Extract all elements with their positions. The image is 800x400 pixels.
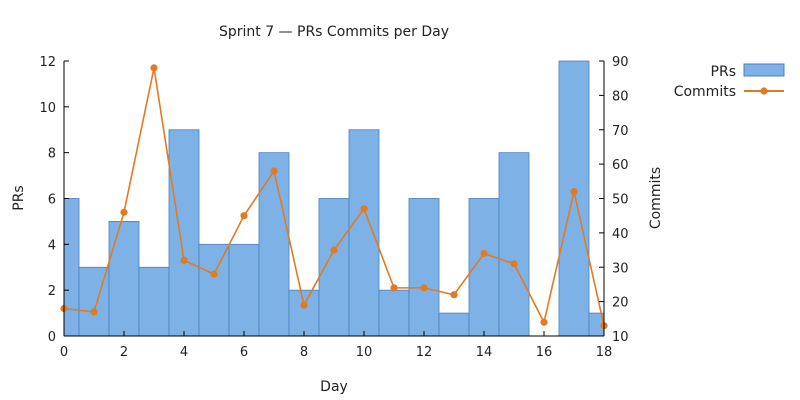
commits-point-day-8 <box>300 301 308 309</box>
y2-axis-ticks: 10 20 30 40 50 60 70 80 90 <box>599 55 629 345</box>
y-tick-label: 12 <box>39 55 56 70</box>
y-tick-label: 0 <box>48 330 56 345</box>
x-tick-label: 0 <box>60 345 68 360</box>
bar-day-8 <box>288 289 320 337</box>
bar-day-5 <box>198 243 230 337</box>
commits-point-day-3 <box>150 64 158 72</box>
legend: PRs Commits <box>674 63 785 100</box>
bar-day-13 <box>438 312 470 337</box>
bar-day-3 <box>138 266 170 337</box>
y2-axis-title: Commits <box>648 167 664 229</box>
y2-tick-label: 60 <box>612 158 629 173</box>
y-axis-title: PRs <box>11 185 27 210</box>
commits-point-day-12 <box>420 284 428 292</box>
bar-day-10 <box>348 129 380 337</box>
x-axis-title: Day <box>320 379 348 395</box>
y2-tick-label: 50 <box>612 193 629 208</box>
legend-marker-commits <box>760 87 768 95</box>
bar-day-7 <box>258 152 290 337</box>
bar-day-17 <box>558 60 590 337</box>
bar-day-4 <box>168 129 200 337</box>
x-tick-label: 16 <box>536 345 553 360</box>
x-tick-label: 4 <box>180 345 188 360</box>
bar-day-2 <box>108 221 140 337</box>
x-axis-ticks: 0 2 4 6 8 10 12 14 16 18 <box>60 331 612 360</box>
bar-day-12 <box>408 198 440 337</box>
x-tick-label: 14 <box>476 345 493 360</box>
commits-point-day-2 <box>120 208 128 216</box>
y2-tick-label: 20 <box>612 296 629 311</box>
bar-day-6 <box>228 243 260 337</box>
commits-point-day-5 <box>210 270 218 278</box>
x-tick-label: 8 <box>300 345 308 360</box>
bar-day-11 <box>378 289 410 337</box>
y-tick-label: 10 <box>39 101 56 116</box>
y2-tick-label: 10 <box>612 330 629 345</box>
x-tick-label: 10 <box>356 345 373 360</box>
x-tick-label: 2 <box>120 345 128 360</box>
y-tick-label: 2 <box>48 284 56 299</box>
x-tick-label: 12 <box>416 345 433 360</box>
y-axis-ticks: 0 2 4 6 8 10 12 <box>39 55 69 345</box>
commits-point-day-1 <box>90 308 98 316</box>
commits-point-day-16 <box>540 318 548 326</box>
commits-point-day-13 <box>450 291 458 299</box>
x-tick-label: 18 <box>596 345 613 360</box>
commits-line <box>60 64 608 330</box>
commits-point-day-9 <box>330 246 338 254</box>
y-tick-label: 8 <box>48 147 56 162</box>
y2-tick-label: 30 <box>612 261 629 276</box>
legend-label-commits: Commits <box>674 84 736 100</box>
bar-day-9 <box>318 198 350 337</box>
commits-point-day-4 <box>180 256 188 264</box>
legend-swatch-prs <box>743 63 785 77</box>
chart-title: Sprint 7 — PRs Commits per Day <box>219 24 449 40</box>
y-tick-label: 6 <box>48 193 56 208</box>
commits-point-day-10 <box>360 205 368 213</box>
y-tick-label: 4 <box>48 238 56 253</box>
pr-bars <box>63 60 605 337</box>
legend-label-prs: PRs <box>711 64 736 80</box>
commits-point-day-14 <box>480 249 488 258</box>
bar-day-0 <box>63 198 80 337</box>
y2-tick-label: 40 <box>612 227 629 242</box>
commits-point-day-6 <box>240 212 248 220</box>
commits-point-day-17 <box>570 188 578 196</box>
y2-tick-label: 90 <box>612 55 629 70</box>
y2-tick-label: 80 <box>612 89 629 104</box>
commits-point-day-15 <box>510 260 518 268</box>
x-tick-label: 6 <box>240 345 248 360</box>
commits-point-day-11 <box>390 284 398 292</box>
bar-day-15 <box>498 152 530 337</box>
y2-tick-label: 70 <box>612 124 629 139</box>
commits-point-day-7 <box>270 167 278 175</box>
